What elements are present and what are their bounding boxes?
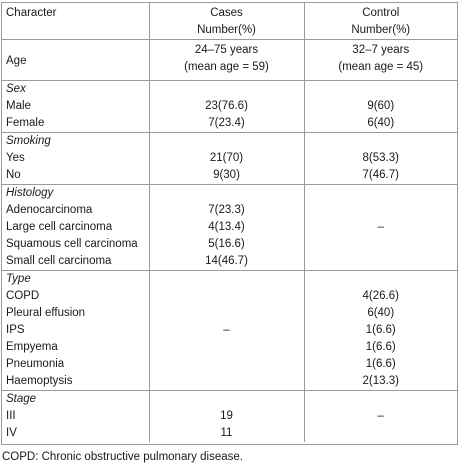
type-heading: Type xyxy=(6,273,31,285)
header-character: Character xyxy=(6,7,57,19)
age-label: Age xyxy=(2,39,149,81)
smoking-no-label: No xyxy=(6,169,21,181)
histology-label: Small cell carcinoma xyxy=(6,255,112,267)
data-table-frame: Character Cases Number(%) Control Number… xyxy=(1,2,458,445)
age-cases: 24–75 years (mean age = 59) xyxy=(148,39,304,81)
sex-cases: 23(76.6) 7(23.4) xyxy=(148,80,304,133)
smoking-heading: Smoking xyxy=(6,135,51,147)
stage-label: IV xyxy=(6,427,17,439)
stage-cases: 19 11 xyxy=(148,390,304,442)
histology-control: – xyxy=(303,184,457,271)
smoking-labels: Smoking Yes No xyxy=(2,132,149,185)
type-control: 4(26.6) 6(40) 1(6.6) 1(6.6) 1(6.6) 2(13.… xyxy=(303,270,457,391)
sex-male-label: Male xyxy=(6,100,31,112)
smoking-control: 8(53.3) 7(46.7) xyxy=(303,132,457,185)
sex-section-row: Sex Male Female 23(76.6) 7(23.4) 9(60) 6… xyxy=(2,80,457,133)
type-label: IPS xyxy=(6,324,25,336)
sex-female-label: Female xyxy=(6,117,45,129)
table-header-row: Character Cases Number(%) Control Number… xyxy=(2,3,457,40)
histology-label: Squamous cell carcinoma xyxy=(6,238,138,250)
type-label: COPD xyxy=(6,290,40,302)
stage-label: III xyxy=(6,410,16,422)
sex-heading: Sex xyxy=(6,83,26,95)
type-label: Empyema xyxy=(6,341,58,353)
type-labels: Type COPD Pleural effusion IPS Empyema P… xyxy=(2,270,149,391)
header-control: Control Number(%) xyxy=(303,3,457,40)
stage-control: – xyxy=(303,390,457,442)
histology-section-row: Histology Adenocarcinoma Large cell carc… xyxy=(2,184,457,271)
histology-label: Large cell carcinoma xyxy=(6,221,113,233)
type-section-row: Type COPD Pleural effusion IPS Empyema P… xyxy=(2,270,457,391)
age-row: Age 24–75 years (mean age = 59) 32–7 yea… xyxy=(2,39,457,81)
type-cases: – xyxy=(148,270,304,391)
header-cases: Cases Number(%) xyxy=(148,3,304,40)
characteristics-table: Character Cases Number(%) Control Number… xyxy=(2,3,457,442)
smoking-yes-label: Yes xyxy=(6,152,25,164)
type-label: Pleural effusion xyxy=(6,307,86,319)
sex-control: 9(60) 6(40) xyxy=(303,80,457,133)
stage-heading: Stage xyxy=(6,393,37,405)
type-label: Haemoptysis xyxy=(6,375,73,387)
age-control: 32–7 years (mean age = 45) xyxy=(303,39,457,81)
stage-labels: Stage III IV xyxy=(2,390,149,442)
histology-heading: Histology xyxy=(6,187,54,199)
type-label: Pneumonia xyxy=(6,358,65,370)
sex-labels: Sex Male Female xyxy=(2,80,149,133)
histology-cases: 7(23.3) 4(13.4) 5(16.6) 14(46.7) xyxy=(148,184,304,271)
histology-labels: Histology Adenocarcinoma Large cell carc… xyxy=(2,184,149,271)
smoking-cases: 21(70) 9(30) xyxy=(148,132,304,185)
histology-label: Adenocarcinoma xyxy=(6,204,93,216)
smoking-section-row: Smoking Yes No 21(70) 9(30) 8(53.3) 7(46… xyxy=(2,132,457,185)
table-footnote: COPD: Chronic obstructive pulmonary dise… xyxy=(2,451,243,463)
stage-section-row: Stage III IV 19 11 – xyxy=(2,390,457,442)
